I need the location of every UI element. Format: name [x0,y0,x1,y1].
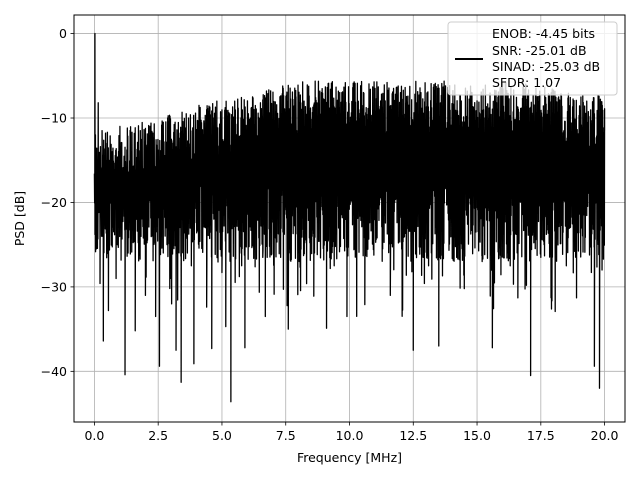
legend: ENOB: -4.45 bits SNR: -25.01 dB SINAD: -… [447,21,618,96]
y-tick-label: −40 [41,364,67,379]
y-tick-label: 0 [59,26,67,41]
psd-series-line [93,32,606,403]
y-tick-label: −20 [41,195,67,210]
x-axis-label: Frequency [MHz] [297,450,402,465]
y-tick-label: −10 [41,111,67,126]
x-tick-label: 20.0 [591,428,619,443]
legend-sinad: SINAD: -25.03 dB [492,59,600,74]
y-axis-label: PSD [dB] [12,191,27,246]
x-tick-label: 15.0 [463,428,491,443]
x-tick-label: 17.5 [527,428,555,443]
y-axis: 0 −10 −20 −30 −40 [41,26,74,379]
x-tick-label: 10.0 [336,428,364,443]
x-tick-label: 12.5 [399,428,427,443]
x-tick-label: 0.0 [84,428,104,443]
x-tick-label: 2.5 [148,428,168,443]
legend-snr: SNR: -25.01 dB [492,43,587,58]
x-axis: 0.0 2.5 5.0 7.5 10.0 12.5 15.0 17.5 20.0 [84,422,619,443]
x-tick-label: 7.5 [276,428,296,443]
legend-box [447,21,618,96]
y-tick-label: −30 [41,279,67,294]
legend-enob: ENOB: -4.45 bits [492,26,595,41]
plot-area [93,32,606,403]
x-tick-label: 5.0 [212,428,232,443]
legend-sfdr: SFDR: 1.07 [492,75,561,90]
